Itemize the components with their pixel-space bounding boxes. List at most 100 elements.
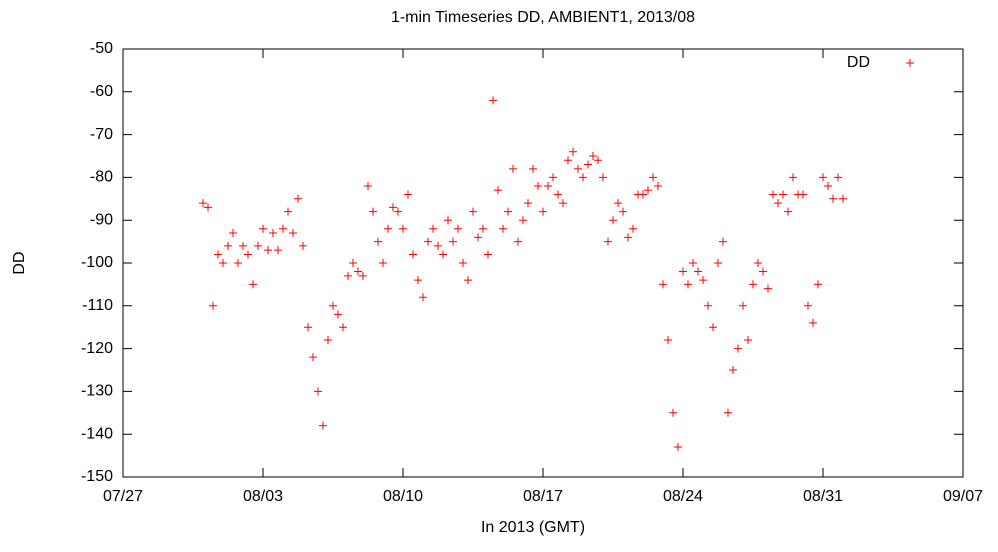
point <box>449 237 457 246</box>
point <box>269 229 277 238</box>
y-tick-label: -80 <box>90 169 113 186</box>
y-axis-label: DD <box>11 251 28 274</box>
point <box>814 280 822 289</box>
x-tick-label: 07/27 <box>103 488 143 505</box>
y-tick-label: -150 <box>81 468 113 485</box>
point <box>464 276 472 285</box>
point <box>339 323 347 332</box>
point <box>584 160 592 169</box>
point <box>374 237 382 246</box>
point <box>644 186 652 195</box>
point <box>234 259 242 267</box>
point <box>679 267 687 276</box>
x-tick-label: 09/07 <box>943 488 983 505</box>
x-tick-label: 08/17 <box>523 488 563 505</box>
point <box>429 224 437 233</box>
point <box>734 344 742 353</box>
point <box>509 164 517 173</box>
point <box>274 246 282 255</box>
point <box>214 250 222 259</box>
point <box>484 250 492 259</box>
point <box>809 318 817 327</box>
point <box>699 276 707 285</box>
point <box>624 233 632 242</box>
point <box>254 241 262 250</box>
point <box>829 194 837 203</box>
point <box>564 156 572 165</box>
point <box>474 233 482 242</box>
y-tick-label: -120 <box>81 340 113 357</box>
point <box>689 259 697 267</box>
y-tick-label: -100 <box>81 254 113 271</box>
point <box>479 224 487 233</box>
point <box>714 259 722 267</box>
point <box>779 190 787 199</box>
point <box>434 241 442 250</box>
point <box>439 250 447 259</box>
point <box>724 408 732 417</box>
point <box>669 408 677 417</box>
point <box>614 199 622 208</box>
point <box>609 216 617 225</box>
point <box>694 267 702 276</box>
point <box>594 156 602 165</box>
point <box>744 336 752 345</box>
point <box>504 207 512 216</box>
point <box>704 301 712 310</box>
legend-marker <box>906 59 914 67</box>
x-tick-label: 08/03 <box>243 488 283 505</box>
point <box>424 237 432 246</box>
point <box>329 301 337 310</box>
point <box>639 190 647 199</box>
point <box>284 207 292 216</box>
point <box>249 280 257 289</box>
point <box>709 323 717 332</box>
point <box>804 301 812 310</box>
point <box>264 246 272 255</box>
point <box>549 173 557 182</box>
x-axis-label: In 2013 (GMT) <box>481 519 585 536</box>
point <box>244 250 252 259</box>
point <box>389 203 397 212</box>
point <box>369 207 377 216</box>
point <box>209 301 217 310</box>
point <box>599 173 607 182</box>
point <box>459 259 467 267</box>
y-tick-label: -110 <box>82 297 113 314</box>
point <box>574 164 582 173</box>
point <box>394 207 402 216</box>
y-tick-label: -130 <box>81 383 113 400</box>
chart-title: 1-min Timeseries DD, AMBIENT1, 2013/08 <box>391 9 695 26</box>
point <box>294 194 302 203</box>
point <box>579 173 587 182</box>
point <box>334 310 342 319</box>
x-tick-label: 08/24 <box>663 488 703 505</box>
point <box>824 181 832 190</box>
point <box>489 96 497 105</box>
point <box>769 190 777 199</box>
point <box>659 280 667 289</box>
y-tick-label: -50 <box>90 40 113 57</box>
point <box>444 216 452 225</box>
y-tick-label: -90 <box>90 211 113 228</box>
point <box>519 216 527 225</box>
point <box>204 203 212 212</box>
point <box>764 284 772 293</box>
point <box>784 207 792 216</box>
point <box>224 241 232 250</box>
point <box>674 443 682 452</box>
point <box>299 241 307 250</box>
point <box>324 336 332 345</box>
point <box>664 336 672 345</box>
point <box>774 199 782 208</box>
point <box>499 224 507 233</box>
point <box>414 276 422 285</box>
y-tick-label: -60 <box>90 83 113 100</box>
point <box>604 237 612 246</box>
point <box>529 164 537 173</box>
point <box>199 199 207 208</box>
point <box>819 173 827 182</box>
x-tick-label: 08/10 <box>383 488 423 505</box>
point <box>839 194 847 203</box>
